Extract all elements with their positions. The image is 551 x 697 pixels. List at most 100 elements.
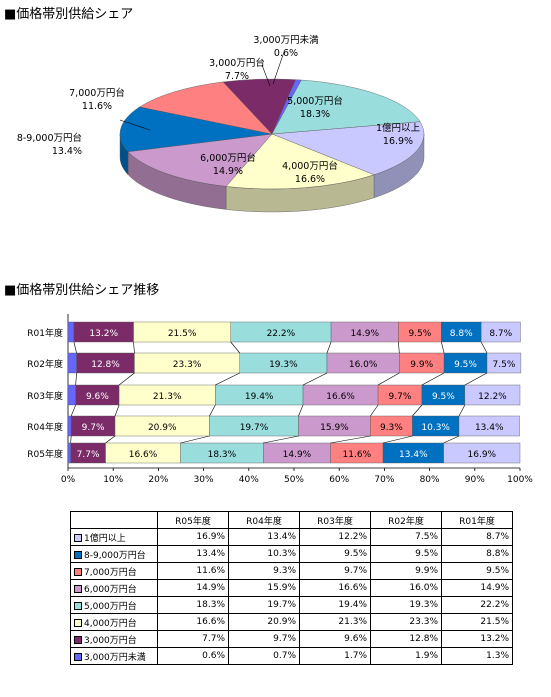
stacked-bar-chart: 0% 10% 20% 30% 40% 50% 60% 70% 80% 90% 100% R01年度 R0…: [27, 314, 533, 485]
legend-swatch-icon: [74, 585, 82, 593]
series-connector-line: [458, 404, 466, 417]
series-connector-line: [382, 435, 413, 444]
bar-segment: [458, 415, 520, 437]
pie-slice-3: [127, 133, 273, 187]
table-cell: 9.6%: [299, 630, 371, 648]
bar-data-label: 16.6%: [326, 392, 355, 402]
table-cell: 12.2%: [299, 528, 371, 546]
bar-data-label: 16.9%: [468, 450, 497, 460]
pie-slice-5: [139, 81, 273, 135]
table-cell: 1.3%: [441, 647, 513, 665]
y-category-label: R04年度: [27, 421, 63, 433]
series-connector-line: [464, 372, 488, 386]
bar-data-label: 19.3%: [269, 360, 298, 370]
table-row-header: 5,000万円台: [70, 596, 158, 614]
x-tick-label: 90%: [465, 475, 485, 485]
series-connector-line: [230, 341, 240, 354]
pie-value-7: 0.6%: [274, 48, 298, 59]
series-connector-line: [443, 435, 460, 444]
table-cell: 14.9%: [441, 579, 513, 597]
bar-data-label: 14.9%: [283, 450, 312, 460]
bar-data-label: 19.4%: [245, 392, 274, 402]
table-cell: 9.3%: [228, 562, 300, 580]
table-row-label: 5,000万円台: [84, 601, 137, 612]
table-cell: 8.8%: [441, 545, 513, 563]
y-category-label: R03年度: [27, 390, 63, 402]
table-row-label: 4,000万円台: [84, 618, 137, 629]
table-cell: 19.4%: [299, 596, 371, 614]
pie-label-7: 3,000万円未満: [253, 34, 319, 46]
series-connector-line: [209, 404, 216, 417]
bar-data-label: 13.4%: [399, 450, 428, 460]
bar-data-label: 13.2%: [89, 329, 118, 339]
bar-data-label: 9.5%: [454, 360, 477, 370]
series-connector-line: [302, 372, 328, 386]
bar-data-label: 20.9%: [148, 423, 177, 433]
x-tick-label: 50%: [284, 475, 304, 485]
bar-data-label: 9.7%: [389, 392, 412, 402]
x-tick-label: 80%: [420, 475, 440, 485]
y-category-label: R02年度: [27, 358, 63, 370]
table-cell: 8.7%: [441, 528, 513, 546]
bar-data-label: 16.0%: [349, 360, 378, 370]
table-cell: 0.7%: [228, 647, 300, 665]
pie-value-6: 7.7%: [225, 71, 249, 82]
table-cell: 1.7%: [299, 647, 371, 665]
series-connector-line: [330, 435, 371, 444]
bar-data-label: 9.9%: [410, 360, 433, 370]
pie-value-1: 16.9%: [383, 136, 413, 147]
series-connector-line: [263, 435, 299, 444]
table-header-row: R05年度 R04年度 R03年度 R02年度 R01年度: [70, 511, 513, 529]
bar-data-label: 7.5%: [493, 360, 516, 370]
table-cell: 9.9%: [370, 562, 442, 580]
table-cell: 7.7%: [157, 630, 229, 648]
table-column-header: R01年度: [441, 511, 513, 529]
table-row: 1億円以上 16.9% 13.4% 12.2% 7.5% 8.7%: [70, 528, 513, 546]
legend-swatch-icon: [74, 602, 82, 610]
table-cell: 7.5%: [370, 528, 442, 546]
bar-segment: [480, 321, 521, 343]
bar-segment: [67, 352, 77, 374]
bar-data-label: 8.8%: [450, 329, 473, 339]
table-row: 5,000万円台 18.3% 19.7% 19.4% 19.3% 22.2%: [70, 596, 513, 614]
pie-value-2: 16.6%: [295, 174, 325, 185]
table-cell: 14.9%: [157, 579, 229, 597]
series-connector-line: [118, 372, 135, 386]
pie-label-4: 8-9,000万円台: [17, 132, 82, 144]
table-cell: 18.3%: [157, 596, 229, 614]
x-tick-label: 30%: [194, 475, 214, 485]
bar-data-label: 7.7%: [77, 450, 100, 460]
legend-swatch-icon: [74, 636, 82, 644]
bar-data-label: 22.2%: [267, 329, 296, 339]
table-cell: 16.6%: [157, 613, 229, 631]
table-cell: 15.9%: [228, 579, 300, 597]
table-cell: 23.3%: [370, 613, 442, 631]
bar-data-label: 10.3%: [421, 423, 450, 433]
table-row-header: 8-9,000万円台: [70, 545, 158, 563]
bar-data-label: 8.7%: [489, 329, 512, 339]
pie-leader-line-1: [272, 51, 285, 85]
x-tick-label: 70%: [374, 475, 394, 485]
table-cell: 10.3%: [228, 545, 300, 563]
table-cell: 19.3%: [370, 596, 442, 614]
table-row-label: 6,000万円台: [84, 584, 137, 595]
table-row-label: 3,000万円台: [84, 635, 137, 646]
series-connector-line: [421, 372, 445, 386]
series-connector-line: [70, 404, 76, 417]
table-row-header: 3,000万円未満: [70, 647, 158, 665]
bar-data-label: 9.6%: [86, 392, 109, 402]
series-connector-line: [326, 341, 332, 354]
table-cell: 19.7%: [228, 596, 300, 614]
table-cell: 13.4%: [157, 545, 229, 563]
table-column-header: R04年度: [228, 511, 300, 529]
bar-data-label: 15.9%: [320, 423, 349, 433]
table-cell: 16.9%: [157, 528, 229, 546]
table-row-header: 4,000万円台: [70, 613, 158, 631]
table-cell: 1.9%: [370, 647, 442, 665]
bar-data-label: 12.2%: [478, 392, 507, 402]
bar-data-label: 11.6%: [343, 450, 372, 460]
legend-swatch-icon: [74, 653, 82, 661]
x-tick-label: 60%: [329, 475, 349, 485]
table-row-header: 7,000万円台: [70, 562, 158, 580]
table-row: 3,000万円未満 0.6% 0.7% 1.7% 1.9% 1.3%: [70, 647, 513, 665]
